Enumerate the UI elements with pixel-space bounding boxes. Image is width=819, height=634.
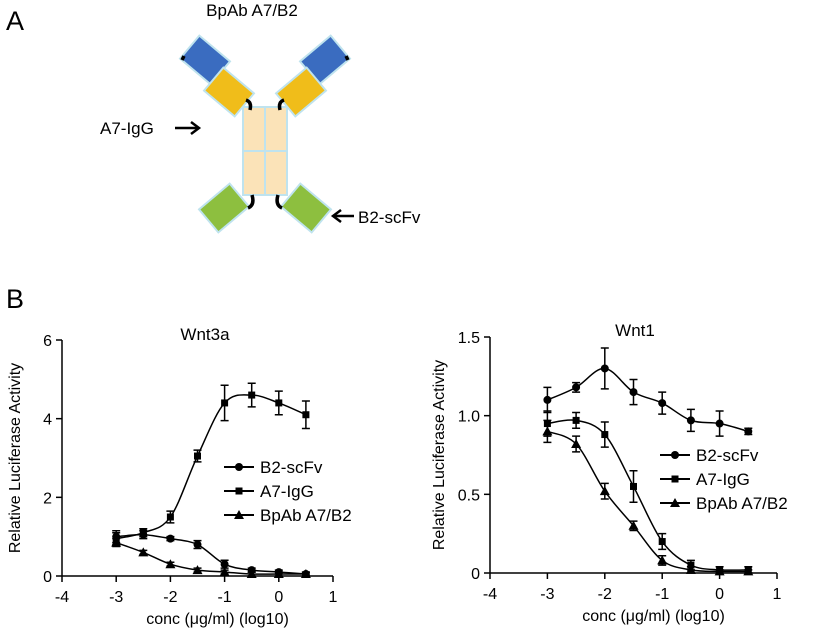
marker [600,364,609,373]
x-tick-label: -4 [483,586,497,603]
x-tick-label: -1 [655,586,669,603]
legend-label: BpAb A7/B2 [696,494,788,513]
legend-label: A7-IgG [260,482,314,501]
marker [192,565,203,575]
marker [273,569,284,579]
y-tick-label: 0 [43,569,52,586]
x-axis-label: conc (μg/ml) (log10) [582,608,725,625]
legend-label: B2-scFv [696,446,759,465]
marker [193,540,202,549]
marker [572,383,581,392]
y-tick-label: 4 [43,412,52,429]
marker [572,416,580,424]
y-tick-label: 1.0 [458,409,480,426]
legend-marker [235,487,243,495]
marker [744,427,753,436]
y-tick-label: 2 [43,490,52,507]
x-tick-label: -2 [163,589,177,606]
x-tick-label: 0 [274,589,283,606]
marker [628,520,639,530]
diagram-title: BpAb A7/B2 [206,1,298,20]
marker [300,569,311,579]
x-axis-label: conc (μg/ml) (log10) [146,611,289,628]
y-tick-label: 6 [43,333,52,350]
marker [686,416,695,425]
y-tick-label: 0.5 [458,487,480,504]
marker [275,399,283,407]
legend-label: B2-scFv [260,458,323,477]
marker [111,537,122,547]
x-tick-label: -3 [109,589,123,606]
legend-marker [235,463,243,471]
y-tick-label: 1.5 [458,330,480,347]
marker [601,431,609,439]
y-tick-label: 0 [471,566,480,583]
panel-label: B [6,284,24,314]
marker [714,566,725,576]
y-axis-label: Relative Luciferase Activity [7,363,24,553]
arrow [175,121,354,223]
marker [221,399,229,407]
marker [166,513,174,521]
marker [629,388,638,397]
y-axis-label: Relative Luciferase Activity [431,360,448,550]
chart-title: Wnt1 [615,321,655,340]
marker [599,486,610,496]
marker [302,411,310,419]
marker [138,547,149,557]
legend-marker [671,451,679,459]
marker [571,438,582,448]
legend-marker [670,498,680,507]
x-tick-label: -2 [598,586,612,603]
marker [139,529,147,537]
marker [165,559,176,569]
marker [542,426,553,436]
marker [657,555,668,565]
marker [630,482,637,490]
diagram-label: A7-IgG [100,119,154,138]
marker [219,567,230,577]
legend-label: BpAb A7/B2 [260,506,352,525]
marker [543,395,552,404]
marker [658,538,666,546]
x-tick-label: 0 [715,586,724,603]
x-tick-label: -4 [55,589,69,606]
legend-marker [671,475,679,483]
marker [743,566,754,576]
marker [194,452,201,460]
diagram-linkers [180,55,350,210]
marker [248,391,256,399]
marker [658,399,667,408]
diagram-label: B2-scFv [358,208,421,227]
legend-label: A7-IgG [696,470,750,489]
x-tick-label: -1 [217,589,231,606]
marker [246,569,257,579]
legend-marker [234,510,244,519]
panel-label: A [6,6,24,36]
marker [685,564,696,574]
marker [715,419,724,428]
antibody-diagram [178,34,352,234]
chart-title: Wnt3a [180,325,230,344]
marker [220,560,229,569]
x-tick-label: 1 [329,589,338,606]
x-tick-label: 1 [773,586,782,603]
marker [166,534,175,543]
x-tick-label: -3 [540,586,554,603]
